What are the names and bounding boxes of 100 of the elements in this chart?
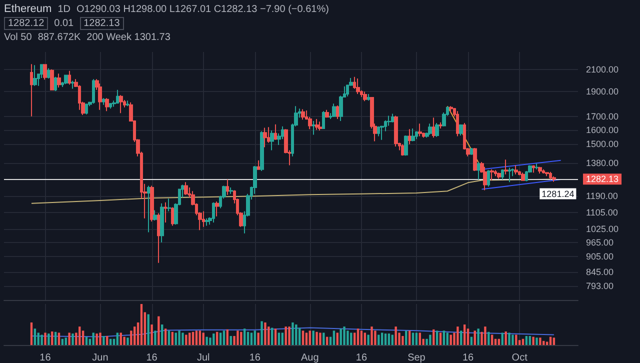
- candlestick: [215, 200, 219, 217]
- candlestick: [521, 172, 525, 181]
- candlestick: [119, 94, 123, 114]
- bar: [332, 330, 336, 345]
- bar: [484, 326, 486, 345]
- bar: [418, 332, 421, 345]
- bar: [278, 332, 280, 345]
- candlestick: [356, 78, 360, 94]
- text: 1D: [58, 4, 70, 14]
- bar: [102, 336, 105, 345]
- bar: [312, 330, 314, 345]
- candlestick: [33, 64, 37, 86]
- bar: [174, 332, 177, 345]
- bar: [244, 328, 246, 345]
- bar: [439, 332, 442, 345]
- candlestick: [105, 98, 109, 112]
- bar: [552, 338, 556, 345]
- bar: [226, 329, 229, 345]
- y-tick-label: 1105.00: [586, 207, 618, 218]
- candlestick: [411, 128, 415, 142]
- x-tick-label: 16: [356, 352, 368, 363]
- bar: [426, 338, 428, 345]
- bar: [460, 330, 462, 345]
- bar: [274, 328, 277, 345]
- bar: [154, 330, 156, 345]
- bar: [466, 328, 470, 345]
- bar: [96, 334, 98, 345]
- bar: [168, 330, 170, 345]
- candlestick: [164, 202, 167, 224]
- candlestick: [205, 218, 209, 226]
- candlestick: [153, 210, 157, 221]
- candlestick: [487, 170, 490, 188]
- bar: [120, 332, 122, 345]
- bar: [147, 314, 150, 345]
- text: Vol 50: [4, 32, 32, 42]
- text: 0.01: [54, 18, 74, 28]
- candlestick: [212, 202, 215, 224]
- candlestick: [477, 161, 480, 180]
- candlestick: [367, 93, 370, 102]
- x-tick-label: Oct: [512, 352, 528, 363]
- bar: [412, 332, 414, 345]
- bar: [192, 332, 194, 345]
- bar: [185, 334, 188, 345]
- candlestick: [394, 115, 398, 147]
- bar: [488, 332, 490, 345]
- candlestick: [332, 103, 336, 118]
- bar: [254, 330, 256, 345]
- bar: [195, 330, 198, 345]
- bar: [319, 332, 322, 345]
- bar: [384, 334, 387, 345]
- candlestick: [147, 185, 150, 233]
- bar: [364, 332, 366, 345]
- x-tick-label: Jun: [92, 352, 108, 363]
- candlestick: [483, 166, 487, 191]
- candlestick: [456, 110, 459, 137]
- candlestick: [301, 108, 305, 120]
- candlestick: [470, 147, 473, 156]
- candlestick: [432, 117, 435, 138]
- bar: [48, 334, 50, 345]
- text: 200 Week 1301.73: [86, 32, 170, 42]
- candlestick: [435, 122, 439, 138]
- candlestick: [401, 144, 404, 156]
- candlestick: [545, 172, 549, 177]
- bar: [44, 332, 46, 345]
- bar: [219, 332, 222, 345]
- y-tick-label: 1900.00: [586, 86, 619, 97]
- data-label: 1281.24: [542, 188, 574, 199]
- bar: [64, 338, 67, 345]
- bar: [222, 330, 226, 345]
- bar: [68, 332, 70, 345]
- bar: [356, 328, 360, 345]
- candlestick: [391, 113, 394, 123]
- bar: [539, 338, 542, 345]
- bar: [164, 328, 167, 345]
- bar: [268, 326, 270, 345]
- bar: [340, 328, 342, 345]
- x-tick-label: 16: [249, 352, 261, 363]
- candlestick: [490, 168, 494, 181]
- candlestick: [43, 64, 47, 80]
- bar: [130, 330, 132, 345]
- bar: [40, 334, 43, 345]
- bar: [202, 332, 204, 345]
- y-tick-label: 1025.00: [586, 224, 619, 234]
- bar: [292, 322, 294, 345]
- bar: [58, 332, 60, 345]
- bar: [370, 326, 373, 345]
- bar: [394, 326, 397, 345]
- candlestick: [102, 98, 105, 106]
- candlestick: [322, 110, 325, 129]
- bar: [257, 332, 260, 345]
- candlestick: [542, 168, 545, 174]
- bar: [402, 336, 404, 345]
- candlestick: [260, 130, 264, 172]
- bar: [380, 332, 384, 345]
- candlestick: [160, 202, 164, 243]
- bar: [308, 330, 312, 345]
- x-tick-label: 16: [40, 352, 52, 363]
- bar: [126, 338, 129, 345]
- y-tick-label: 1500.00: [586, 139, 619, 150]
- candlestick: [98, 83, 102, 110]
